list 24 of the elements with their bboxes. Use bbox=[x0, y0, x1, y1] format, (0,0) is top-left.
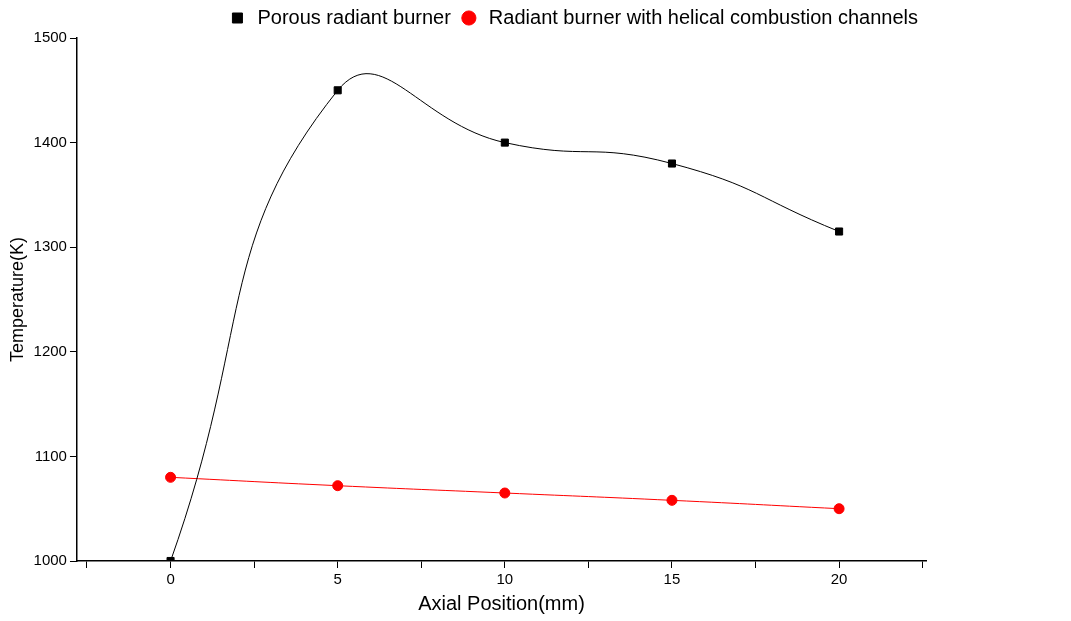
legend-label: Porous radiant burner bbox=[257, 5, 452, 28]
y-axis-title: Temperature(K) bbox=[6, 236, 27, 363]
x-tick-label: 10 bbox=[496, 570, 514, 588]
y-tick-label: 1300 bbox=[33, 237, 67, 255]
x-tick-label: 15 bbox=[663, 570, 681, 588]
point bbox=[667, 159, 676, 168]
x-axis-title: Axial Position(mm) bbox=[418, 591, 585, 614]
point bbox=[165, 471, 177, 483]
point bbox=[333, 86, 342, 95]
y-tick-label: 1500 bbox=[33, 28, 67, 46]
legend-label: Radiant burner with helical combustion channels bbox=[488, 5, 919, 28]
point bbox=[833, 503, 845, 515]
x-tick-label: 5 bbox=[333, 570, 342, 588]
point bbox=[500, 138, 509, 147]
y-tick-label: 1000 bbox=[33, 551, 67, 569]
y-tick-label: 1100 bbox=[34, 446, 67, 464]
y-tick-label: 1200 bbox=[33, 341, 67, 359]
point bbox=[332, 480, 344, 492]
point bbox=[666, 494, 678, 506]
point bbox=[499, 487, 511, 499]
point bbox=[835, 227, 844, 236]
x-tick-label: 20 bbox=[830, 570, 848, 588]
x-tick-label: 0 bbox=[166, 570, 175, 588]
y-tick-label: 1400 bbox=[33, 132, 67, 150]
